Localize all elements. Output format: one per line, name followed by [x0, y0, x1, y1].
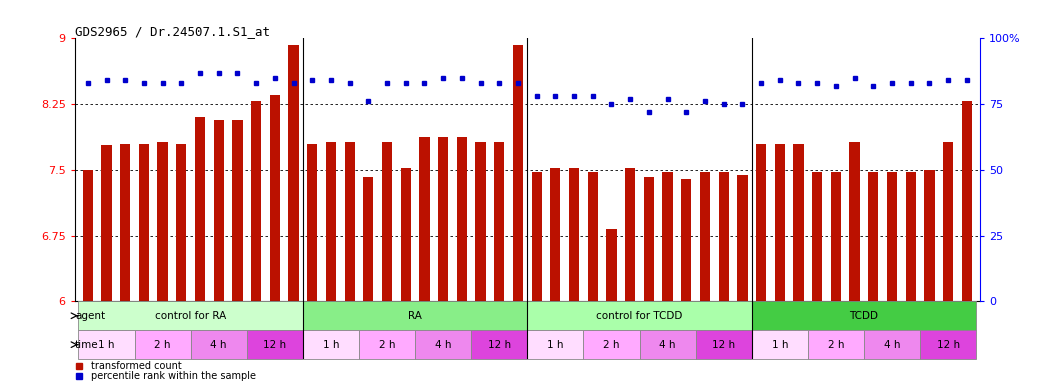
Text: 1 h: 1 h	[547, 340, 564, 350]
Text: 12 h: 12 h	[712, 340, 735, 350]
Bar	[247, 330, 303, 359]
Bar	[583, 330, 639, 359]
Bar	[588, 172, 598, 301]
Bar	[457, 137, 467, 301]
Bar	[438, 137, 448, 301]
Bar	[550, 168, 561, 301]
Bar	[868, 172, 878, 301]
Text: percentile rank within the sample: percentile rank within the sample	[91, 371, 256, 381]
Bar	[531, 172, 542, 301]
Text: 4 h: 4 h	[211, 340, 227, 350]
Bar	[695, 330, 752, 359]
Bar	[415, 330, 471, 359]
Bar	[158, 142, 168, 301]
Bar	[233, 120, 243, 301]
Bar	[700, 172, 710, 301]
Bar	[195, 117, 206, 301]
Bar	[756, 144, 766, 301]
Bar	[569, 168, 579, 301]
Text: control for TCDD: control for TCDD	[596, 311, 683, 321]
Bar	[527, 330, 583, 359]
Bar	[808, 330, 864, 359]
Text: 4 h: 4 h	[883, 340, 900, 350]
Bar	[905, 172, 916, 301]
Bar	[307, 144, 318, 301]
Bar	[513, 45, 523, 301]
Text: 1 h: 1 h	[99, 340, 115, 350]
Bar	[359, 330, 415, 359]
Text: time: time	[75, 340, 99, 350]
Bar	[191, 330, 247, 359]
Bar	[943, 142, 953, 301]
Text: control for RA: control for RA	[155, 311, 226, 321]
Bar	[303, 301, 527, 330]
Bar	[382, 142, 392, 301]
Bar	[345, 142, 355, 301]
Bar	[752, 330, 808, 359]
Bar	[830, 172, 841, 301]
Bar	[401, 168, 411, 301]
Bar	[176, 144, 187, 301]
Bar	[774, 144, 785, 301]
Bar	[864, 330, 920, 359]
Bar	[326, 142, 336, 301]
Bar	[812, 172, 822, 301]
Text: 2 h: 2 h	[155, 340, 171, 350]
Bar	[737, 175, 747, 301]
Text: 2 h: 2 h	[827, 340, 844, 350]
Bar	[289, 45, 299, 301]
Text: 12 h: 12 h	[264, 340, 286, 350]
Bar	[214, 120, 224, 301]
Bar	[102, 145, 112, 301]
Bar	[494, 142, 504, 301]
Bar	[920, 330, 976, 359]
Text: transformed count: transformed count	[91, 361, 182, 371]
Text: TCDD: TCDD	[849, 311, 878, 321]
Text: 12 h: 12 h	[936, 340, 960, 350]
Bar	[606, 228, 617, 301]
Text: 4 h: 4 h	[659, 340, 676, 350]
Bar	[79, 330, 135, 359]
Text: 2 h: 2 h	[379, 340, 395, 350]
Bar	[662, 172, 673, 301]
Bar	[79, 301, 303, 330]
Bar	[924, 170, 934, 301]
Bar	[83, 170, 93, 301]
Text: GDS2965 / Dr.24507.1.S1_at: GDS2965 / Dr.24507.1.S1_at	[75, 25, 270, 38]
Text: 1 h: 1 h	[771, 340, 788, 350]
Text: 2 h: 2 h	[603, 340, 620, 350]
Bar	[625, 168, 635, 301]
Bar	[419, 137, 430, 301]
Text: agent: agent	[75, 311, 105, 321]
Bar	[681, 179, 691, 301]
Text: 4 h: 4 h	[435, 340, 452, 350]
Bar	[475, 142, 486, 301]
Bar	[363, 177, 374, 301]
Bar	[752, 301, 976, 330]
Bar	[303, 330, 359, 359]
Bar	[120, 144, 131, 301]
Text: 1 h: 1 h	[323, 340, 339, 350]
Bar	[139, 144, 149, 301]
Text: RA: RA	[408, 311, 422, 321]
Bar	[135, 330, 191, 359]
Bar	[849, 142, 859, 301]
Bar	[270, 95, 280, 301]
Bar	[471, 330, 527, 359]
Bar	[793, 144, 803, 301]
Bar	[639, 330, 695, 359]
Bar	[961, 101, 972, 301]
Bar	[718, 172, 729, 301]
Bar	[527, 301, 752, 330]
Bar	[886, 172, 897, 301]
Bar	[251, 101, 262, 301]
Text: 12 h: 12 h	[488, 340, 511, 350]
Bar	[644, 177, 654, 301]
